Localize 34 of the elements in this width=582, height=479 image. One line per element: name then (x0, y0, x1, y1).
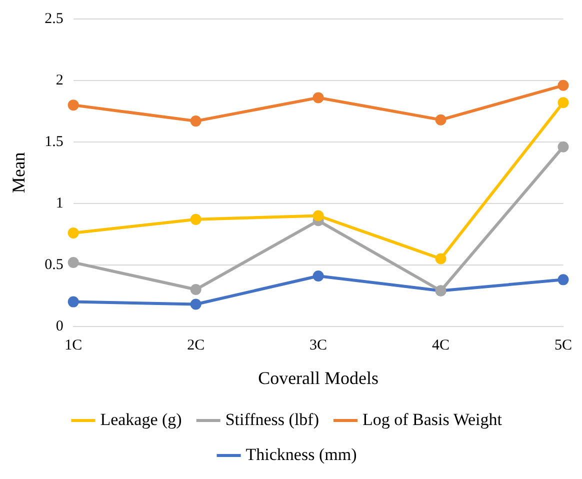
x-tick-label: 5C (554, 337, 572, 354)
x-tick-label: 2C (187, 337, 205, 354)
y-tick-label: 2 (56, 72, 64, 88)
y-tick-label: 0 (56, 318, 64, 334)
point (68, 100, 79, 111)
point (190, 284, 202, 296)
point (68, 256, 79, 268)
point (558, 97, 569, 108)
legend-label: Log of Basis Weight (362, 410, 502, 429)
y-tick-label: 0.5 (44, 256, 64, 273)
point (190, 116, 202, 127)
point (312, 210, 324, 222)
point (190, 214, 202, 225)
point (190, 298, 202, 310)
x-tick-label: 4C (432, 337, 450, 354)
y-tick-label: 1 (56, 195, 64, 212)
point (312, 270, 324, 282)
point (68, 296, 79, 308)
y-tick-label: 1.5 (44, 134, 64, 150)
point (558, 141, 569, 152)
y-axis-title: Mean (8, 152, 29, 194)
legend-label: Thickness (mm) (246, 444, 357, 464)
legend-label: Stiffness (lbf) (225, 410, 319, 429)
point (312, 92, 324, 104)
x-tick-label: 3C (310, 337, 328, 354)
point (435, 253, 446, 264)
point (435, 114, 446, 126)
x-axis-title: Coverall Models (258, 368, 379, 388)
x-tick-label: 1C (64, 337, 82, 354)
point (558, 80, 569, 91)
point (68, 227, 79, 238)
legend-label: Leakage (g) (100, 410, 182, 429)
y-tick-label: 2.5 (44, 10, 64, 27)
point (558, 274, 569, 286)
